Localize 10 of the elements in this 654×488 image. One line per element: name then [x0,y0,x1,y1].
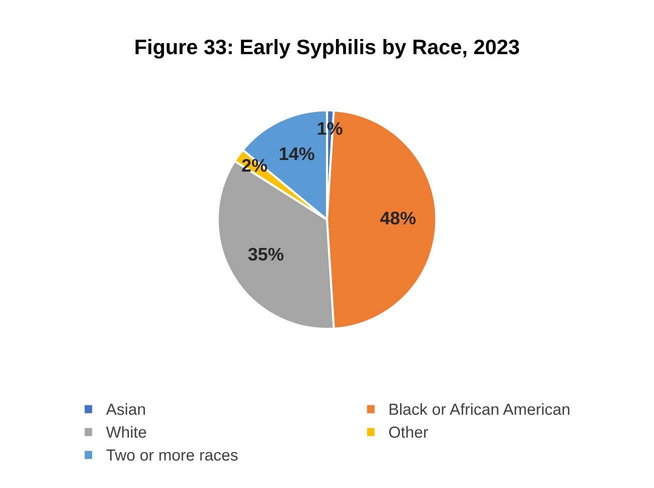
data-label: 1% [318,122,342,135]
chart-title: Figure 33: Early Syphilis by Race, 2023 [136,39,520,59]
data-label: 48% [380,212,416,224]
legend-label: Black or African American [390,403,570,415]
data-label: 14% [280,147,314,160]
data-label: 35% [248,248,284,261]
legend-label: White [106,426,146,438]
legend-label: Other [389,426,428,438]
legend-label: Two or more races [106,450,238,461]
legend-label: Asian [106,403,145,415]
